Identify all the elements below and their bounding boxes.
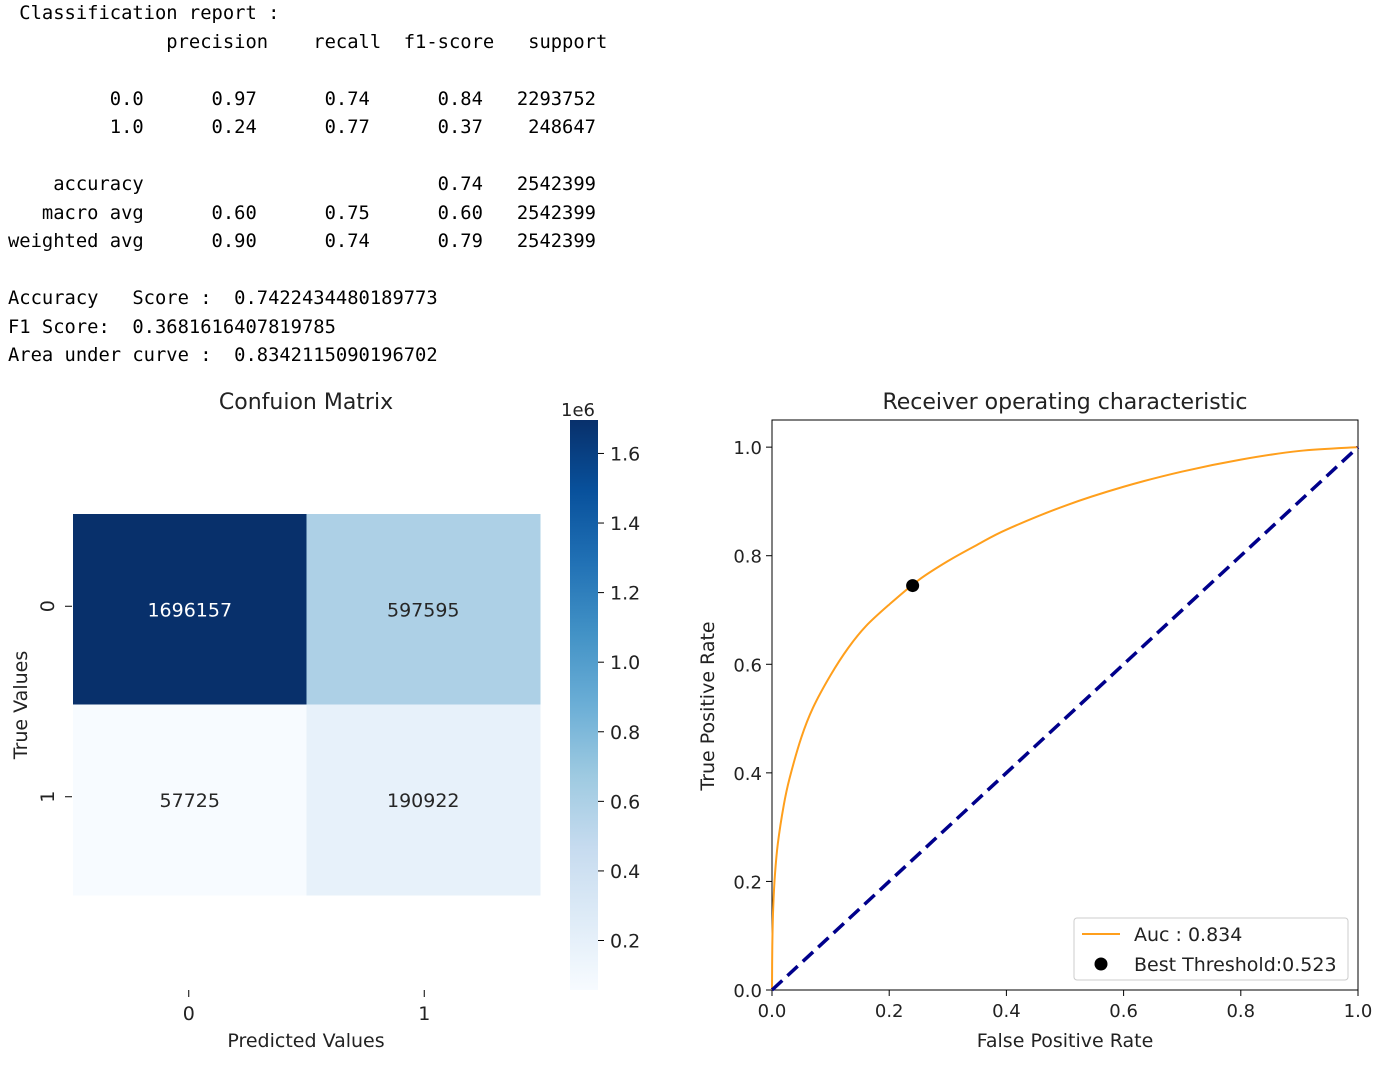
colorbar	[570, 420, 598, 990]
colorbar-tick-label: 1.2	[610, 583, 640, 605]
legend-point-swatch	[1094, 957, 1108, 971]
legend-box	[1073, 917, 1349, 981]
colorbar-tick-label: 0.6	[610, 791, 640, 813]
roc-x-tick-label: 0.4	[992, 1001, 1021, 1022]
colorbar-tick-label: 0.4	[610, 861, 640, 883]
legend-entry-auc: Auc : 0.834	[1134, 924, 1242, 946]
roc-x-tick-label: 1.0	[1344, 1001, 1373, 1022]
report-row: accuracy 0.74 2542399	[8, 174, 596, 195]
roc-x-tick-label: 0.2	[875, 1001, 904, 1022]
roc-x-tick-label: 0.6	[1109, 1001, 1138, 1022]
colorbar-tick-label: 0.2	[610, 931, 640, 953]
cm-x-tick-label: 1	[418, 1003, 430, 1025]
cm-cell-labels: 1696157 597595 57725 190922	[147, 599, 459, 812]
report-metric: Accuracy Score : 0.7422434480189773	[8, 288, 438, 309]
cm-cell	[306, 704, 541, 896]
cm-y-tick-label: 1	[37, 791, 59, 803]
roc-y-tick-label: 1.0	[733, 438, 762, 459]
roc-points	[906, 579, 920, 593]
report-row: 1.0 0.24 0.77 0.37 248647	[8, 117, 596, 138]
roc-legend: Auc : 0.834 Best Threshold:0.523	[1073, 917, 1349, 981]
roc-y-tick-label: 0.2	[733, 872, 762, 893]
colorbar-tick-label: 1.0	[610, 652, 640, 674]
cm-y-ticks: 01	[37, 600, 72, 803]
report-header: precision recall f1-score support	[8, 31, 608, 53]
cm-cell-label: 57725	[160, 790, 220, 812]
cm-cell-label: 190922	[387, 790, 460, 812]
report-title: Classification report :	[8, 3, 280, 24]
roc-x-label: False Positive Rate	[977, 1030, 1154, 1052]
roc-y-tick-label: 0.0	[733, 981, 762, 1002]
roc-y-tick-label: 0.8	[733, 547, 762, 568]
roc-chart: Receiver operating characteristic 0.0 0.2…	[697, 390, 1372, 1052]
roc-plot-frame	[771, 419, 1359, 991]
colorbar-scale-label: 1e6	[561, 400, 595, 421]
colorbar-ticks: 0.2 0.4 0.6 0.8 1.0 1.2 1.4 1.6	[598, 443, 640, 953]
roc-y-tick-label: 0.4	[733, 764, 762, 785]
cm-cell	[73, 704, 307, 896]
colorbar-tick-label: 1.6	[610, 443, 640, 465]
cm-y-tick-label: 0	[37, 600, 59, 612]
report-row: macro avg 0.60 0.75 0.60 2542399	[8, 202, 596, 224]
cm-title: Confuion Matrix	[219, 390, 393, 415]
roc-title: Receiver operating characteristic	[882, 390, 1247, 415]
colorbar-tick-label: 0.8	[610, 722, 640, 744]
cm-x-tick-label: 0	[183, 1003, 195, 1025]
cm-cell	[306, 514, 541, 705]
cm-cell	[73, 514, 307, 705]
roc-y-ticks: 0.0 0.2 0.4 0.6 0.8 1.0	[733, 438, 772, 1002]
confusion-matrix: Confuion Matrix 1696157 597595 57725 190922…	[10, 390, 640, 1052]
report-row: 0.0 0.97 0.74 0.84 2293752	[8, 88, 596, 110]
roc-y-tick-label: 0.6	[733, 655, 762, 676]
cm-cell-label: 1696157	[147, 599, 232, 621]
classification-report: Classification report : precision recall…	[8, 0, 607, 371]
roc-x-ticks: 0.0 0.2 0.4 0.6 0.8 1.0	[758, 990, 1373, 1022]
cm-cells	[73, 514, 541, 896]
legend-entry-threshold: Best Threshold:0.523	[1134, 954, 1337, 976]
report-row: weighted avg 0.90 0.74 0.79 2542399	[8, 231, 596, 252]
report-metric: F1 Score: 0.3681616407819785	[8, 316, 336, 338]
roc-x-tick-label: 0.0	[758, 1001, 787, 1022]
cm-y-label: True Values	[10, 651, 32, 760]
roc-y-label: True Positive Rate	[697, 621, 719, 791]
roc-series	[770, 445, 1360, 992]
report-metric: Area under curve : 0.8342115090196702	[8, 345, 438, 366]
roc-curve	[771, 446, 1359, 991]
cm-cell-label: 597595	[387, 599, 460, 621]
roc-x-tick-label: 0.8	[1226, 1001, 1255, 1022]
cm-x-label: Predicted Values	[227, 1030, 384, 1052]
roc-chance-line	[770, 445, 1360, 992]
colorbar-tick-label: 1.4	[610, 513, 640, 535]
best-threshold-point	[906, 579, 920, 593]
